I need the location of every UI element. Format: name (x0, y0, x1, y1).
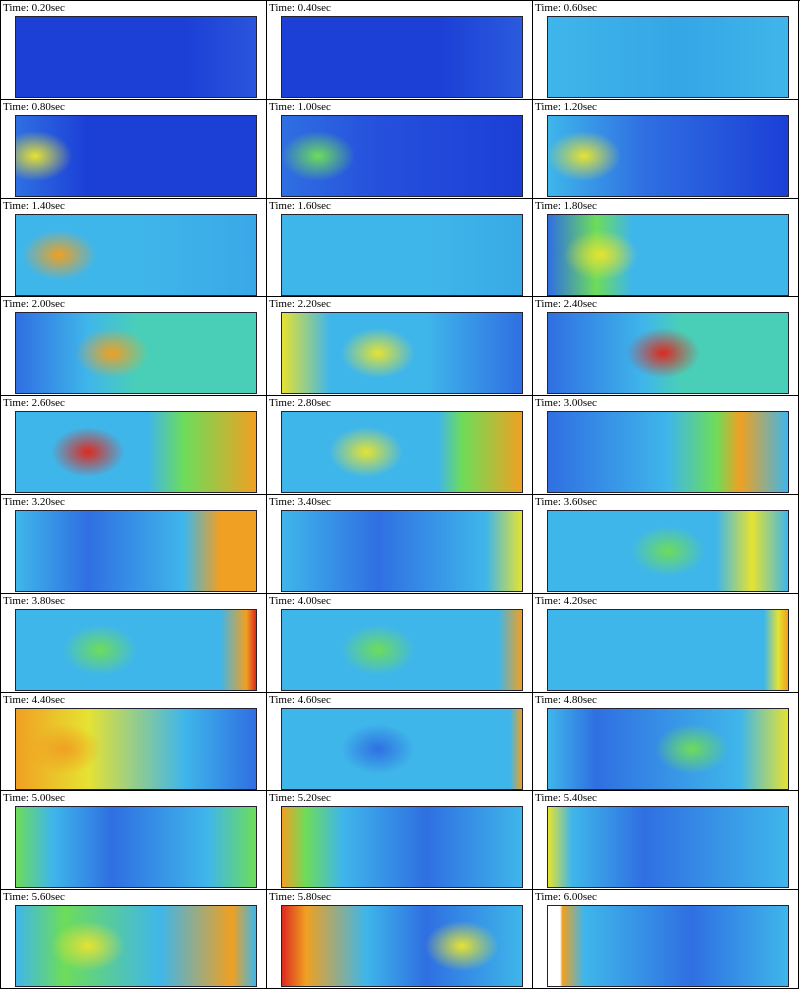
frame-panel: Time: 2.60sec (1, 396, 267, 495)
simulation-snapshot (547, 213, 789, 296)
frame-time-label: Time: 2.20sec (269, 298, 331, 311)
frame-time-label: Time: 2.40sec (535, 298, 597, 311)
frame-time-label: Time: 3.60sec (535, 495, 597, 508)
frame-panel: Time: 2.00sec (1, 297, 267, 397)
frame-panel: Time: 5.00sec (1, 791, 267, 891)
simulation-snapshot (15, 16, 257, 98)
frame-panel: Time: 1.20sec (533, 99, 799, 199)
frame-panel: Time: 3.00sec (533, 396, 799, 495)
simulation-snapshot (15, 312, 257, 395)
simulation-snapshot (547, 905, 789, 988)
frame-panel: Time: 1.00sec (267, 99, 533, 199)
simulation-snapshot (15, 114, 257, 197)
frame-time-label: Time: 3.40sec (269, 495, 331, 508)
frame-panel: Time: 0.20sec (1, 1, 267, 100)
simulation-snapshot (547, 608, 789, 691)
frame-panel: Time: 5.60sec (1, 890, 267, 989)
simulation-snapshot (281, 608, 523, 691)
frame-panel: Time: 0.80sec (1, 99, 267, 199)
frame-time-label: Time: 2.00sec (3, 298, 65, 311)
simulation-snapshot (281, 114, 523, 197)
frame-time-label: Time: 1.00sec (269, 100, 331, 113)
simulation-snapshot (281, 806, 523, 889)
simulation-snapshot (281, 905, 523, 988)
simulation-snapshot (547, 707, 789, 790)
simulation-snapshot (281, 509, 523, 592)
frame-time-label: Time: 4.00sec (269, 594, 331, 607)
frame-panel: Time: 5.20sec (267, 791, 533, 891)
simulation-snapshot (547, 806, 789, 889)
simulation-snapshot (547, 16, 789, 98)
frame-panel: Time: 4.40sec (1, 692, 267, 792)
frame-time-label: Time: 1.40sec (3, 199, 65, 212)
simulation-snapshot (547, 411, 789, 494)
frame-time-label: Time: 5.80sec (269, 891, 331, 904)
frame-time-label: Time: 1.80sec (535, 199, 597, 212)
simulation-snapshot (15, 411, 257, 494)
simulation-snapshot (547, 509, 789, 592)
frame-panel: Time: 3.20sec (1, 494, 267, 594)
frame-panel: Time: 4.60sec (267, 692, 533, 792)
frame-panel: Time: 1.60sec (267, 198, 533, 298)
frame-panel: Time: 4.20sec (533, 593, 799, 693)
frame-time-label: Time: 5.60sec (3, 891, 65, 904)
simulation-snapshot (15, 707, 257, 790)
frame-time-label: Time: 0.60sec (535, 2, 597, 14)
frame-panel: Time: 1.80sec (533, 198, 799, 298)
simulation-snapshot (281, 16, 523, 98)
simulation-snapshot (15, 509, 257, 592)
simulation-snapshot (281, 707, 523, 790)
frame-time-label: Time: 1.60sec (269, 199, 331, 212)
frame-panel: Time: 5.40sec (533, 791, 799, 891)
frame-time-label: Time: 4.40sec (3, 693, 65, 706)
simulation-snapshot (547, 114, 789, 197)
frame-time-label: Time: 2.80sec (269, 397, 331, 410)
frame-panel: Time: 3.60sec (533, 494, 799, 594)
frame-panel: Time: 1.40sec (1, 198, 267, 298)
frame-panel: Time: 5.80sec (267, 890, 533, 989)
frame-time-label: Time: 4.80sec (535, 693, 597, 706)
simulation-snapshot (15, 213, 257, 296)
frame-time-label: Time: 2.60sec (3, 397, 65, 410)
frame-time-label: Time: 5.40sec (535, 792, 597, 805)
frame-time-label: Time: 1.20sec (535, 100, 597, 113)
frame-panel: Time: 6.00sec (533, 890, 799, 989)
frame-panel: Time: 2.80sec (267, 396, 533, 495)
simulation-snapshot (547, 312, 789, 395)
simulation-snapshot (281, 411, 523, 494)
frame-time-label: Time: 3.00sec (535, 397, 597, 410)
frame-time-label: Time: 4.60sec (269, 693, 331, 706)
frame-time-label: Time: 6.00sec (535, 891, 597, 904)
frame-time-label: Time: 5.20sec (269, 792, 331, 805)
frame-panel: Time: 2.20sec (267, 297, 533, 397)
frame-panel: Time: 4.80sec (533, 692, 799, 792)
frame-panel: Time: 0.40sec (267, 1, 533, 100)
frame-time-label: Time: 0.80sec (3, 100, 65, 113)
frame-panel: Time: 3.80sec (1, 593, 267, 693)
simulation-snapshot (15, 608, 257, 691)
frame-time-label: Time: 3.20sec (3, 495, 65, 508)
frame-time-label: Time: 0.40sec (269, 2, 331, 14)
frame-time-label: Time: 3.80sec (3, 594, 65, 607)
simulation-snapshot (15, 905, 257, 988)
frame-panel: Time: 3.40sec (267, 494, 533, 594)
frame-time-label: Time: 5.00sec (3, 792, 65, 805)
simulation-snapshot (15, 806, 257, 889)
frame-panel: Time: 0.60sec (533, 1, 799, 100)
simulation-snapshot (281, 312, 523, 395)
frame-panel: Time: 4.00sec (267, 593, 533, 693)
frame-time-label: Time: 4.20sec (535, 594, 597, 607)
frame-time-label: Time: 0.20sec (3, 2, 65, 14)
frame-panel: Time: 2.40sec (533, 297, 799, 397)
simulation-snapshot (281, 213, 523, 296)
